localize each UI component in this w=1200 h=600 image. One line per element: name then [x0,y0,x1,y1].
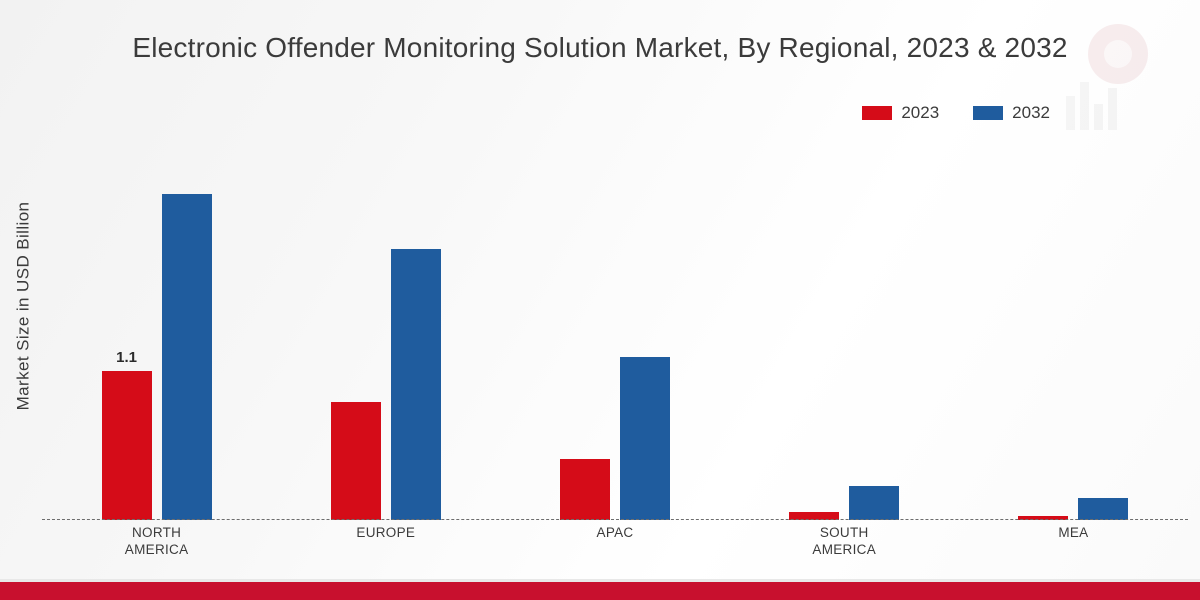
bar-2023-south-america[interactable] [789,511,840,520]
chart-title: Electronic Offender Monitoring Solution … [132,32,1068,63]
x-tick-label-line: APAC [596,525,634,540]
x-tick-label-line: SOUTH [819,525,869,540]
bar-pair [959,140,1188,520]
watermark-logo [1066,24,1148,130]
bar-pair [500,140,729,520]
legend-swatch-2023 [862,106,893,120]
footer-divider [0,579,1200,582]
legend-item-2032[interactable]: 2032 [973,103,1050,123]
x-tick-label: MEA [959,524,1188,558]
legend-swatch-2032 [973,106,1004,120]
x-tick-label: NORTH AMERICA [42,524,271,558]
bar-2032-europe[interactable] [390,248,441,520]
bar-2032-north-america[interactable] [161,194,212,520]
x-tick-label-line: MEA [1058,525,1089,540]
bar-group [271,140,500,520]
x-tick-label: EUROPE [271,524,500,558]
y-axis-label-text: Market Size in USD Billion [13,201,33,411]
plot-area: 1.1 [42,140,1188,520]
bar-group [959,140,1188,520]
bar-2023-north-america[interactable]: 1.1 [101,349,152,520]
x-tick-label-line: AMERICA [124,542,189,557]
legend-item-2023[interactable]: 2023 [862,103,939,123]
chart-legend: 2023 2032 [862,103,1050,123]
x-tick-label-line: NORTH [131,525,182,540]
bar-2032-mea[interactable] [1078,498,1129,520]
legend-label-2032: 2032 [1012,103,1050,122]
bar-2023-mea[interactable] [1018,515,1069,520]
bar-group [730,140,959,520]
y-axis-label: Market Size in USD Billion [6,0,40,600]
footer-accent-bar [0,579,1200,600]
bar-group [500,140,729,520]
bar-pair: 1.1 [42,140,271,520]
bar-pair [271,140,500,520]
bar-2023-apac[interactable] [560,458,610,520]
bar-2032-south-america[interactable] [849,486,900,520]
x-axis-baseline [42,519,1188,520]
x-axis-tick-labels: NORTH AMERICA EUROPE APAC SOUTH AMERICA MEA [42,524,1188,558]
x-tick-label: APAC [500,524,729,558]
x-tick-label: SOUTH AMERICA [730,524,959,558]
bar-2032-apac[interactable] [620,357,670,520]
legend-label-2023: 2023 [901,103,940,122]
bar-pair [730,140,959,520]
bar-value-label: 1.1 [116,348,138,366]
bar-group: 1.1 [42,140,271,520]
bar-2023-europe[interactable] [330,401,381,520]
x-tick-label-line: AMERICA [812,542,877,557]
bar-groups: 1.1 [42,140,1188,520]
x-tick-label-line: EUROPE [356,525,416,540]
